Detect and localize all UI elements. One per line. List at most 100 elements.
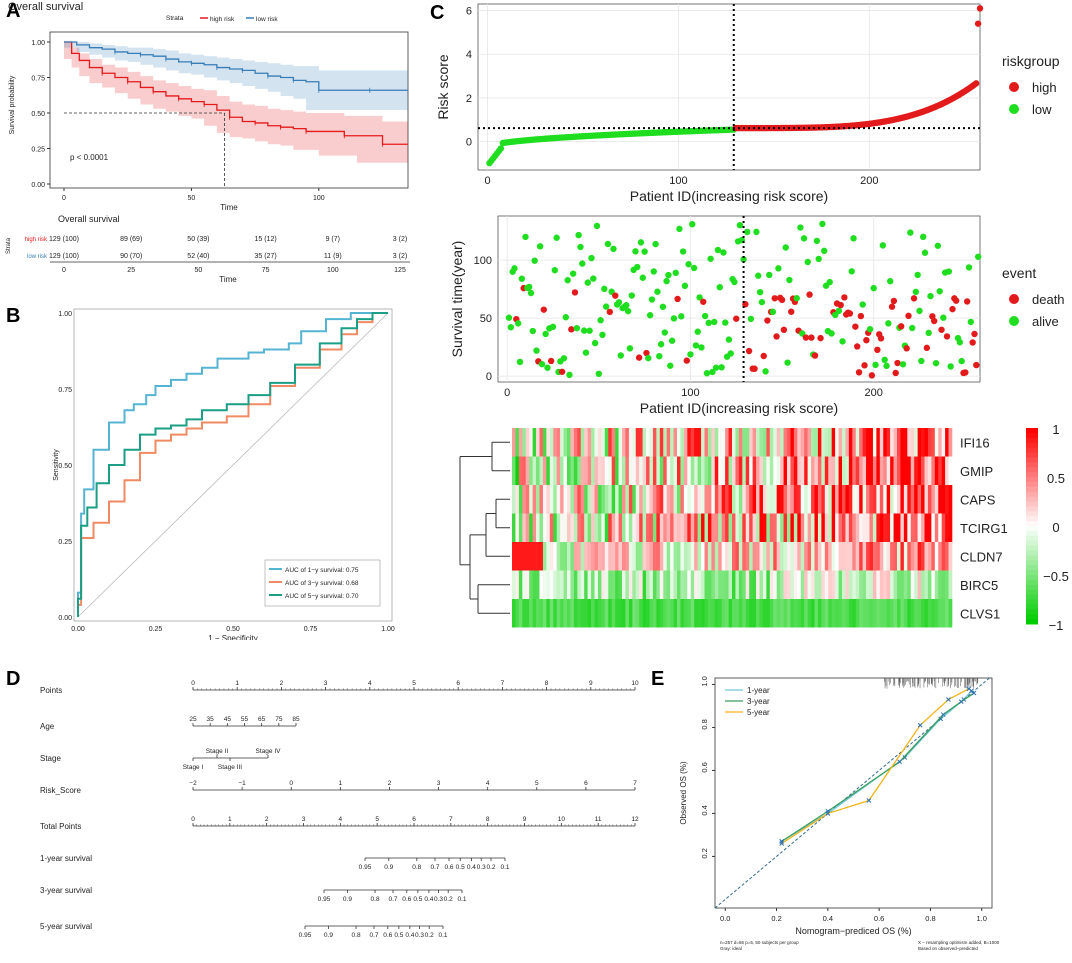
heatmap-cell (546, 485, 551, 514)
heatmap-cell (512, 513, 516, 542)
heatmap-cell (773, 485, 777, 514)
heatmap-cell (948, 456, 953, 485)
heatmap-cell (632, 428, 637, 457)
risktable-xtick-label: 75 (262, 267, 270, 274)
heatmap-cell (879, 542, 884, 571)
risktable-cell: 129 (100) (49, 253, 79, 260)
heatmap-cell (924, 428, 929, 457)
heatmap-cell (518, 542, 523, 571)
heatmap-cell (522, 513, 527, 542)
roc-ylabel: Sensitivity (53, 449, 60, 481)
heatmap-cell (518, 513, 523, 542)
heatmap-cell (828, 485, 832, 514)
heatmap-cell (903, 428, 908, 457)
heatmap-cell (677, 485, 681, 514)
heatmap-cell (604, 428, 609, 457)
heatmap-cell (714, 485, 719, 514)
heatmap-cell (793, 485, 798, 514)
surv-point-alive (573, 324, 581, 332)
surv-point-death (943, 333, 951, 340)
heatmap-cell (532, 570, 537, 599)
heatmap-cell (615, 570, 619, 599)
heatmap-cell (618, 428, 623, 457)
heatmap-cell (941, 570, 946, 599)
heatmap-cell (542, 456, 547, 485)
heatmap-cell (921, 542, 925, 571)
heatmap-cell (886, 570, 891, 599)
heatmap-cell (780, 456, 784, 485)
heatmap-cell (659, 456, 664, 485)
heatmap-cell (597, 485, 602, 514)
heatmap-cell (790, 542, 795, 571)
heatmap-gene-label-2: CAPS (960, 492, 996, 507)
surv-point-alive (580, 327, 588, 334)
heatmap-cell (783, 456, 788, 485)
heatmap-cell (635, 485, 640, 514)
heatmap-panel: IFI16 GMIP CAPS TCIRG1 CLDN7 BIRC5 CLVS1 1 0.5 0 −… (430, 420, 1072, 635)
heatmap-cell (577, 599, 582, 628)
surv-point-alive (740, 256, 747, 263)
heatmap-cell (680, 513, 685, 542)
heatmap-cell (879, 428, 884, 457)
heatmap-cell (804, 485, 808, 514)
heatmap-cell (934, 542, 939, 571)
surv-point-death (892, 369, 899, 377)
nomogram-tick-label: 10 (558, 816, 566, 823)
heatmap-cell (948, 513, 953, 542)
heatmap-gene-label-0: IFI16 (960, 435, 990, 450)
heatmap-cell (824, 485, 829, 514)
heatmap-cell (866, 456, 870, 485)
surv-point-death (855, 369, 863, 376)
heatmap-cell (914, 570, 918, 599)
surv-point-death (852, 323, 859, 330)
heatmap-cell (732, 570, 736, 599)
heatmap-cell (759, 570, 764, 599)
heatmap-cell (783, 570, 788, 599)
heatmap-cell (563, 542, 568, 571)
heatmap-cell (821, 456, 826, 485)
heatmap-cell (800, 428, 805, 457)
surv-point-alive (582, 349, 590, 356)
heatmap-cell (817, 485, 822, 514)
risktable-title: Overall survival (58, 214, 120, 224)
colorbar-segment (1026, 550, 1038, 556)
surv-point-death (837, 301, 844, 309)
heatmap-cell (677, 570, 681, 599)
nomogram-tick-label: 0.95 (318, 896, 331, 903)
heatmap-cell (903, 570, 908, 599)
heatmap-cell (787, 428, 791, 457)
heatmap-cell (745, 456, 750, 485)
surv-point-alive (657, 341, 665, 348)
heatmap-cell (659, 513, 664, 542)
heatmap-cell (611, 456, 616, 485)
risktable-cell: 3 (2) (393, 253, 407, 260)
surv-point-alive (628, 292, 635, 299)
heatmap-cell (945, 513, 949, 542)
heatmap-cell (862, 428, 867, 457)
heatmap-cell (549, 485, 554, 514)
colorbar-tick-label: 0 (1052, 520, 1059, 535)
heatmap-cell (652, 428, 657, 457)
heatmap-cell (529, 542, 533, 571)
heatmap-cell (855, 456, 860, 485)
surv-point-death (540, 306, 548, 313)
roc-legend-label-1: AUC of 3−y survival: 0.68 (285, 580, 359, 587)
nomogram-row-label-5: 1-year survival (40, 854, 92, 863)
heatmap-cell (628, 599, 633, 628)
calib-xtick-label: 0.0 (720, 914, 730, 923)
heatmap-cell (663, 428, 667, 457)
heatmap-cell (597, 513, 602, 542)
heatmap-cell (938, 570, 942, 599)
surv-point-alive (549, 323, 557, 331)
heatmap-cell (639, 599, 643, 628)
heatmap-cell (869, 542, 874, 571)
heatmap-cell (718, 485, 722, 514)
surv-point-death (903, 345, 910, 352)
nomogram-tick-label: 0.1 (457, 896, 466, 903)
heatmap-cell (677, 542, 681, 571)
heatmap-cell (597, 456, 602, 485)
heatmap-cell (601, 428, 606, 457)
heatmap-cell (642, 456, 647, 485)
heatmap-cell (690, 570, 695, 599)
heatmap-cell (580, 542, 585, 571)
